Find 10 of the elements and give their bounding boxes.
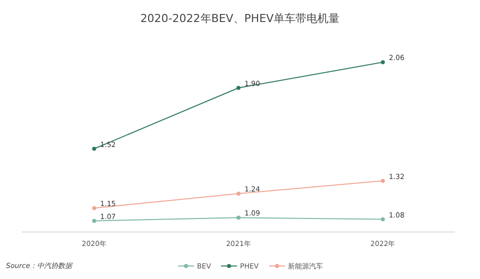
point xyxy=(380,217,385,222)
point xyxy=(92,218,96,223)
point xyxy=(380,178,385,183)
point xyxy=(236,192,240,196)
point xyxy=(92,146,96,151)
point xyxy=(380,60,385,64)
point xyxy=(236,216,240,220)
point xyxy=(92,206,96,210)
point xyxy=(236,86,240,90)
chart-title: 2020-2022年BEV、PHEV单车带电机量 xyxy=(140,12,340,25)
